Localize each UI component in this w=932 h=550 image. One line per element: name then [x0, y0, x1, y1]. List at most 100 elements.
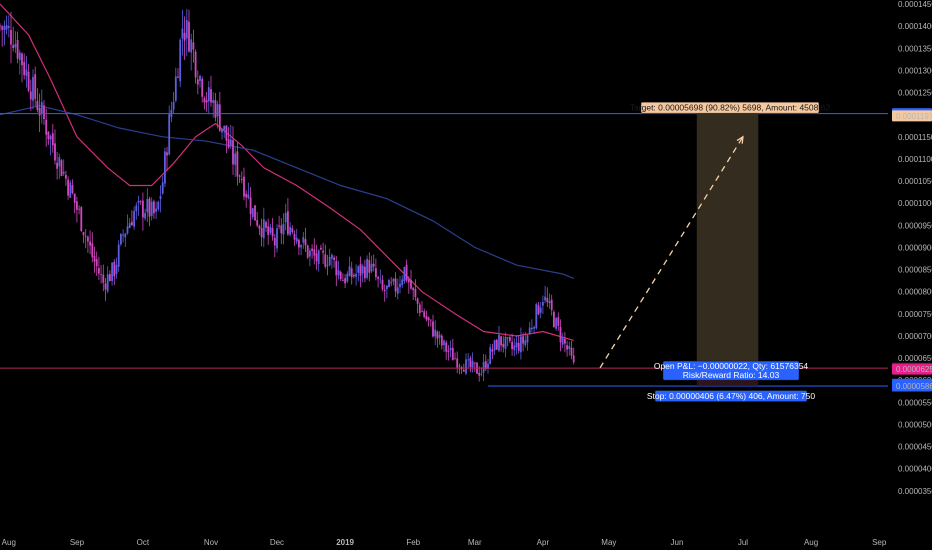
candle	[214, 93, 217, 122]
candle-body	[225, 125, 228, 141]
price-label: 0.00005868	[892, 380, 932, 392]
candle	[335, 255, 338, 287]
candle	[315, 244, 318, 270]
candle-body	[120, 234, 122, 245]
candle	[115, 257, 118, 279]
candle	[185, 9, 188, 57]
candle-body	[21, 53, 23, 66]
candle-body	[115, 264, 118, 274]
candle	[278, 215, 280, 230]
candle-body	[388, 280, 390, 288]
candle	[45, 108, 48, 147]
candle	[359, 256, 362, 288]
candle	[254, 205, 256, 221]
candle	[205, 92, 208, 112]
candle	[245, 190, 248, 208]
candle-body	[403, 267, 406, 282]
candle-body	[353, 275, 355, 277]
candle	[80, 206, 83, 232]
candle	[561, 332, 564, 348]
x-tick-label: Sep	[872, 538, 887, 547]
candle-body	[375, 268, 377, 278]
candle	[517, 335, 520, 354]
candle	[557, 312, 560, 331]
candle-body	[484, 361, 487, 369]
candle	[179, 38, 182, 88]
candle	[84, 229, 87, 249]
candle	[405, 259, 408, 283]
candle-body	[302, 237, 305, 243]
candle	[29, 79, 32, 111]
candle	[133, 206, 135, 230]
y-tick-label: 0.00013000	[898, 66, 932, 75]
candle-body	[421, 311, 423, 313]
candle	[102, 264, 105, 292]
candle-body	[45, 119, 48, 135]
candle	[181, 9, 184, 56]
candle	[502, 336, 505, 353]
candle-body	[234, 153, 237, 165]
moving-average-1	[0, 3, 574, 341]
target-label-bg	[640, 101, 820, 114]
candle	[535, 302, 538, 330]
y-tick-label: 0.00007500	[898, 310, 932, 319]
moving-averages	[0, 3, 574, 341]
candle	[58, 153, 61, 179]
candle	[12, 26, 15, 52]
candle-body	[364, 266, 366, 279]
candle-body	[210, 89, 212, 103]
candle-body	[58, 157, 61, 167]
x-tick-label: Apr	[537, 538, 550, 547]
candle-body	[95, 259, 98, 266]
candle-body	[331, 254, 333, 259]
candle-body	[278, 225, 280, 227]
candle-body	[346, 273, 349, 282]
candle	[47, 131, 50, 145]
candle	[482, 354, 485, 382]
candle-body	[179, 39, 182, 82]
candle-body	[333, 257, 335, 260]
candle	[300, 244, 302, 256]
candle-body	[16, 40, 19, 59]
long-position-tool[interactable]: Target: 0.00005698 (90.82%) 5698, Amount…	[0, 101, 888, 402]
candle	[161, 175, 164, 195]
candle-body	[207, 87, 210, 102]
candle	[465, 353, 467, 376]
candle	[368, 252, 371, 282]
candle-body	[153, 201, 155, 214]
y-axis[interactable]: 0.00014500 0.00014000 0.00013500 0.00013000…	[892, 0, 932, 496]
candle-body	[509, 337, 511, 341]
candle-body	[449, 347, 452, 351]
stop-label-text: Stop: 0.00000406 (6.47%) 406, Amount: 75…	[647, 391, 816, 401]
candle-body	[566, 345, 568, 350]
candle-body	[289, 226, 291, 235]
candle	[203, 96, 206, 110]
candle-body	[326, 264, 329, 266]
candle-body	[502, 344, 505, 348]
candle	[87, 235, 89, 253]
candle-body	[10, 30, 12, 45]
candle	[454, 352, 456, 360]
candle	[322, 242, 324, 264]
candle-body	[3, 26, 6, 31]
candle-body	[71, 185, 74, 193]
candle-body	[306, 245, 309, 258]
candle	[298, 238, 300, 256]
candle	[520, 327, 522, 360]
candle	[192, 29, 195, 63]
price-label-text: 0.00006252	[896, 365, 932, 374]
candle-body	[273, 237, 276, 246]
candle-body	[84, 236, 87, 237]
candle	[93, 246, 96, 273]
candle-body	[89, 241, 91, 246]
candle-body	[51, 133, 54, 146]
candle-body	[537, 305, 540, 315]
candle	[445, 340, 448, 360]
candle	[342, 273, 344, 281]
candle-body	[131, 221, 133, 226]
candle-body	[150, 201, 153, 216]
x-axis[interactable]: Aug Sep Oct Nov Dec 2019 Feb Mar Apr May Jun Jul Aug…	[2, 538, 887, 547]
candle-body	[414, 289, 417, 297]
candle	[276, 224, 278, 253]
